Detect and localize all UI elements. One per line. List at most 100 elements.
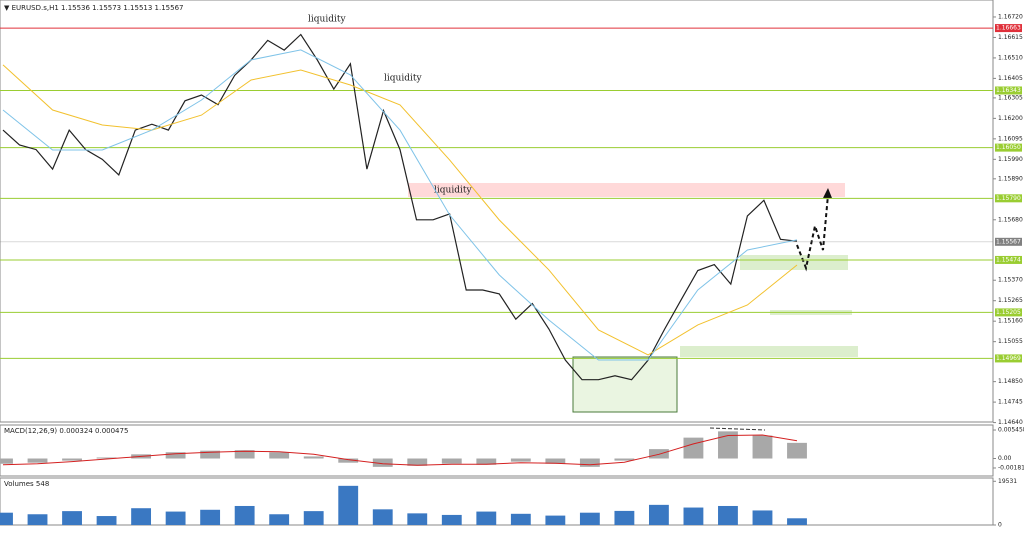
level-tag <box>995 255 1022 264</box>
y-tick-label: 19531 <box>998 478 1017 485</box>
bar <box>0 458 13 464</box>
y-tick-label: 1.15055 <box>998 338 1023 345</box>
bar <box>303 456 324 459</box>
level-tag <box>995 24 1022 33</box>
y-tick-label: 1.15680 <box>998 216 1023 223</box>
level-tag <box>995 354 1022 363</box>
bar <box>407 458 428 466</box>
bar <box>787 518 807 525</box>
bar <box>614 510 635 525</box>
arrow-head <box>823 188 832 198</box>
bar <box>718 431 738 459</box>
level-label: 1.16343 <box>996 87 1021 94</box>
level-label: 1.16663 <box>996 25 1021 32</box>
bar <box>338 458 359 463</box>
series-line <box>2 33 798 381</box>
y-tick-label: 1.16720 <box>998 13 1023 20</box>
volume-title: Volumes 548 <box>4 480 49 488</box>
level-tag <box>995 86 1022 95</box>
bar <box>683 507 704 525</box>
y-tick-label: 1.15265 <box>998 297 1023 304</box>
annotation: liquidity <box>384 74 422 84</box>
macd-title: MACD(12,26,9) 0.000324 0.000475 <box>4 427 128 435</box>
bar <box>545 458 566 464</box>
bar <box>648 504 669 525</box>
demand-zone <box>680 346 858 357</box>
bar <box>269 452 290 459</box>
y-tick-label: -0.001814 <box>998 464 1024 471</box>
supply-zone <box>408 183 845 197</box>
series-line <box>2 49 798 361</box>
level-label: 1.16050 <box>996 144 1021 151</box>
bar <box>614 458 635 461</box>
bar <box>476 511 497 525</box>
y-tick-label: 1.15370 <box>998 277 1023 284</box>
symbol-header: ▼ EURUSD.s,H1 1.15536 1.15573 1.15513 1.… <box>4 4 183 12</box>
bar <box>372 509 393 525</box>
bar <box>510 458 531 462</box>
y-tick-label: 1.16510 <box>998 54 1023 61</box>
divergence-line <box>709 427 766 431</box>
y-tick-label: 1.16095 <box>998 135 1023 142</box>
bar <box>303 511 324 525</box>
bar <box>476 458 497 465</box>
level-tag <box>995 194 1022 203</box>
bar <box>372 458 393 467</box>
bar <box>407 513 428 525</box>
level-tag <box>995 308 1022 317</box>
bar <box>62 458 82 461</box>
y-tick-label: 0.005458 <box>998 427 1024 434</box>
bar <box>96 516 117 525</box>
bar <box>718 505 738 525</box>
y-tick-label: 0.00 <box>998 455 1012 462</box>
bar <box>27 514 48 525</box>
y-tick-label: 1.15160 <box>998 318 1023 325</box>
bar <box>683 437 704 459</box>
annotation: liquidity <box>308 15 346 25</box>
bar <box>579 458 600 467</box>
level-label: 1.14969 <box>996 355 1021 362</box>
y-tick-label: 1.16305 <box>998 94 1023 101</box>
bar <box>579 512 600 525</box>
bar <box>787 442 807 459</box>
level-label: 1.15474 <box>996 256 1021 263</box>
bar <box>62 511 82 525</box>
y-tick-label: 1.16200 <box>998 115 1023 122</box>
bar <box>165 452 186 459</box>
y-tick-label: 1.16615 <box>998 34 1023 41</box>
y-tick-label: 1.15890 <box>998 175 1023 182</box>
y-tick-label: 1.14745 <box>998 399 1023 406</box>
level-tag <box>995 237 1022 246</box>
y-tick-label: 1.14640 <box>998 419 1023 426</box>
bar <box>752 510 773 525</box>
demand-zone <box>740 255 848 270</box>
bar <box>338 485 359 525</box>
bar <box>96 457 117 459</box>
bar <box>545 515 566 525</box>
accumulation-box <box>572 356 678 413</box>
bar <box>752 435 773 459</box>
bar <box>441 514 462 525</box>
series-line <box>2 434 798 466</box>
level-tag <box>995 143 1022 152</box>
bar <box>234 450 255 459</box>
bar <box>200 450 221 459</box>
bar <box>269 514 290 525</box>
bar <box>234 505 255 525</box>
bar <box>131 508 152 525</box>
bar <box>0 512 13 525</box>
y-tick-label: 1.15990 <box>998 156 1023 163</box>
bar <box>27 458 48 463</box>
bar <box>510 513 531 525</box>
series-line <box>2 64 798 356</box>
macd-panel <box>0 424 994 477</box>
price-panel <box>0 0 994 423</box>
level-label: 1.15790 <box>996 195 1021 202</box>
annotation: liquidity <box>434 186 472 196</box>
level-label: 1.15205 <box>996 309 1021 316</box>
bar <box>200 509 221 525</box>
y-tick-label: 1.16405 <box>998 75 1023 82</box>
y-tick-label: 0 <box>998 522 1002 529</box>
